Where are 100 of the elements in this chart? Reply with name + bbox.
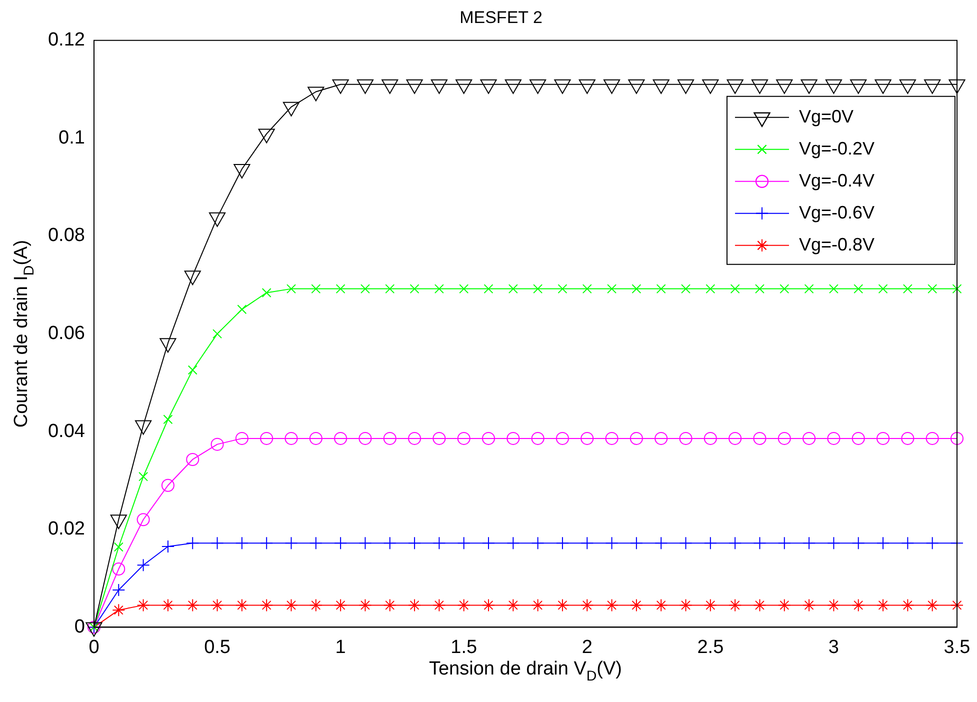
point	[778, 536, 791, 550]
point	[208, 212, 226, 227]
point	[753, 536, 766, 550]
point	[408, 432, 422, 445]
point	[112, 562, 126, 576]
point	[212, 329, 222, 339]
point	[457, 598, 470, 612]
point	[356, 79, 374, 94]
point	[603, 79, 620, 94]
point	[679, 432, 692, 445]
point	[308, 86, 324, 102]
point	[161, 598, 174, 612]
point	[704, 598, 717, 612]
point	[776, 79, 793, 94]
x-tick-label: 3	[828, 636, 839, 658]
point	[138, 472, 148, 482]
legend-label: Vg=0V	[799, 106, 854, 126]
point	[284, 598, 298, 612]
point	[482, 432, 496, 445]
point	[136, 598, 150, 612]
legend-label: Vg=-0.8V	[799, 234, 875, 254]
x-tick-label: 1.5	[450, 636, 478, 658]
legend-label: Vg=-0.6V	[799, 202, 875, 222]
point	[706, 284, 716, 294]
point	[728, 598, 742, 612]
point	[928, 284, 938, 294]
point	[531, 536, 544, 550]
point	[531, 598, 544, 612]
point	[186, 536, 200, 550]
point	[828, 284, 838, 294]
y-tick-label: 0.06	[48, 323, 85, 344]
point	[504, 79, 522, 94]
point	[802, 536, 816, 550]
point	[556, 598, 569, 612]
point	[874, 79, 892, 94]
point	[161, 540, 174, 554]
point	[901, 598, 914, 612]
point	[582, 284, 592, 294]
point	[751, 79, 768, 94]
point	[681, 284, 691, 294]
point	[578, 79, 596, 94]
point	[852, 432, 865, 445]
point	[827, 432, 840, 445]
point	[753, 598, 766, 612]
point	[679, 598, 692, 612]
point	[260, 598, 274, 612]
point	[852, 598, 865, 612]
point	[704, 536, 717, 550]
point	[702, 79, 719, 94]
point	[652, 79, 670, 94]
point	[827, 598, 840, 612]
point	[558, 284, 568, 294]
point	[926, 536, 939, 550]
x-tick-label: 3.5	[944, 636, 970, 658]
y-tick-label: 0	[74, 616, 85, 638]
point	[408, 536, 422, 550]
point	[902, 284, 912, 294]
point	[286, 284, 296, 294]
point	[754, 284, 764, 294]
point	[383, 432, 396, 445]
point	[235, 536, 248, 550]
point	[901, 432, 914, 445]
point	[210, 598, 224, 612]
point	[282, 102, 300, 116]
x-tick-label: 1	[335, 636, 346, 658]
y-tick-label: 0.02	[48, 518, 85, 540]
point	[580, 598, 594, 612]
point	[804, 284, 814, 294]
point	[237, 304, 247, 314]
point	[533, 284, 543, 294]
point	[161, 478, 174, 492]
point	[383, 536, 396, 550]
x-tick-label: 2.5	[697, 636, 724, 658]
point	[385, 284, 395, 294]
point	[457, 536, 470, 550]
point	[260, 432, 274, 445]
point	[926, 432, 939, 445]
point	[332, 79, 349, 94]
point	[876, 536, 890, 550]
point	[186, 452, 200, 466]
point	[531, 432, 544, 445]
point	[605, 432, 618, 445]
point	[309, 536, 322, 550]
point	[802, 432, 816, 445]
point	[260, 536, 274, 550]
point	[506, 598, 520, 612]
point	[112, 584, 126, 597]
point	[188, 365, 198, 375]
point	[456, 79, 472, 94]
point	[630, 598, 643, 612]
point	[730, 284, 740, 294]
legend-label: Vg=-0.4V	[799, 170, 875, 190]
point	[358, 536, 372, 550]
point	[677, 79, 694, 94]
point	[482, 536, 496, 550]
point	[753, 432, 766, 445]
point	[654, 432, 668, 445]
point	[876, 432, 890, 445]
point	[432, 432, 446, 445]
point	[952, 284, 962, 294]
